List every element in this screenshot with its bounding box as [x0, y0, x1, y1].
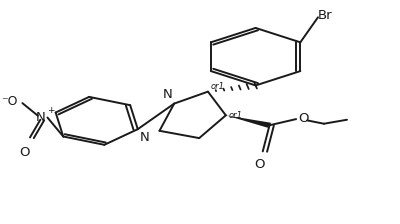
- Text: O: O: [255, 157, 265, 170]
- Text: N: N: [36, 111, 45, 124]
- Text: N: N: [139, 131, 149, 144]
- Text: N: N: [162, 88, 172, 101]
- Text: O: O: [298, 112, 309, 125]
- Text: O: O: [19, 146, 30, 159]
- Text: or1: or1: [228, 111, 242, 120]
- Text: ⁻O: ⁻O: [1, 95, 18, 108]
- Text: Br: Br: [318, 9, 333, 22]
- Text: or1: or1: [210, 82, 224, 91]
- Polygon shape: [226, 115, 271, 128]
- Text: +: +: [48, 106, 55, 115]
